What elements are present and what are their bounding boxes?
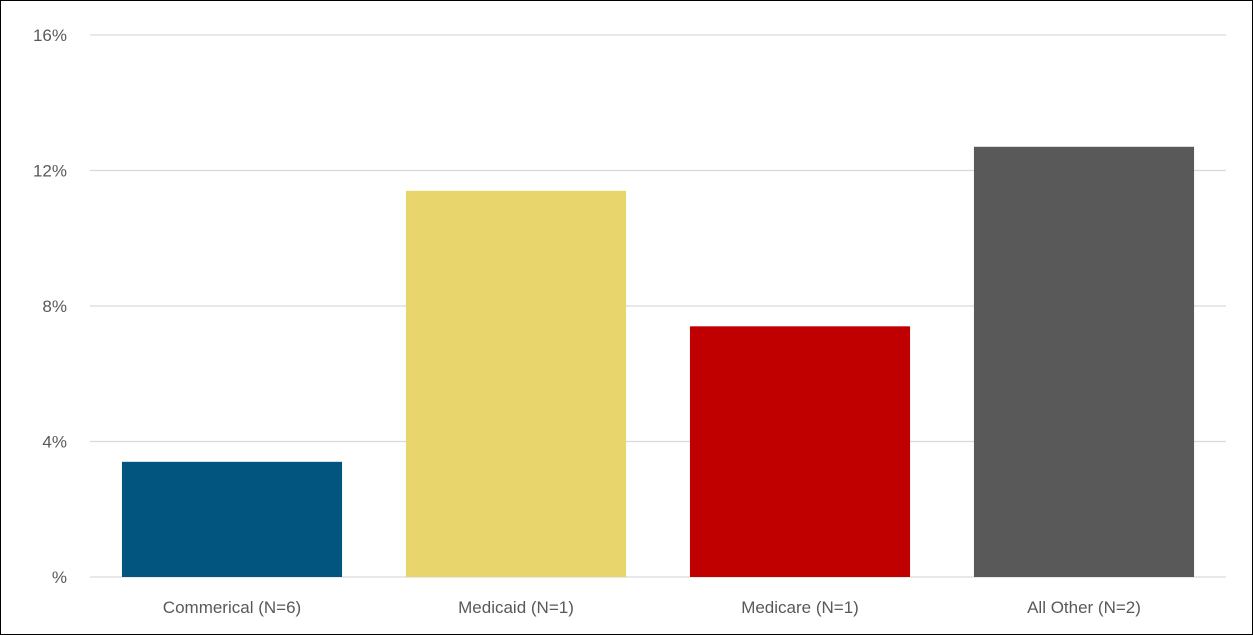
bar <box>973 146 1195 577</box>
bar <box>405 190 627 577</box>
y-tick-label: 4% <box>42 433 67 452</box>
x-axis-labels: Commerical (N=6) Medicaid (N=1) Medicare (… <box>163 598 1141 617</box>
y-tick-label: 12% <box>33 162 67 181</box>
y-tick-label: 8% <box>42 297 67 316</box>
bar <box>121 461 343 577</box>
y-axis-ticks: % 4% 8% 12% 16% <box>33 26 67 587</box>
x-category-label: Commerical (N=6) <box>163 598 301 617</box>
x-category-label: All Other (N=2) <box>1027 598 1141 617</box>
bar <box>689 326 911 577</box>
bars <box>121 146 1195 577</box>
y-tick-label: % <box>52 568 67 587</box>
y-tick-label: 16% <box>33 26 67 45</box>
x-category-label: Medicare (N=1) <box>741 598 859 617</box>
x-category-label: Medicaid (N=1) <box>458 598 574 617</box>
